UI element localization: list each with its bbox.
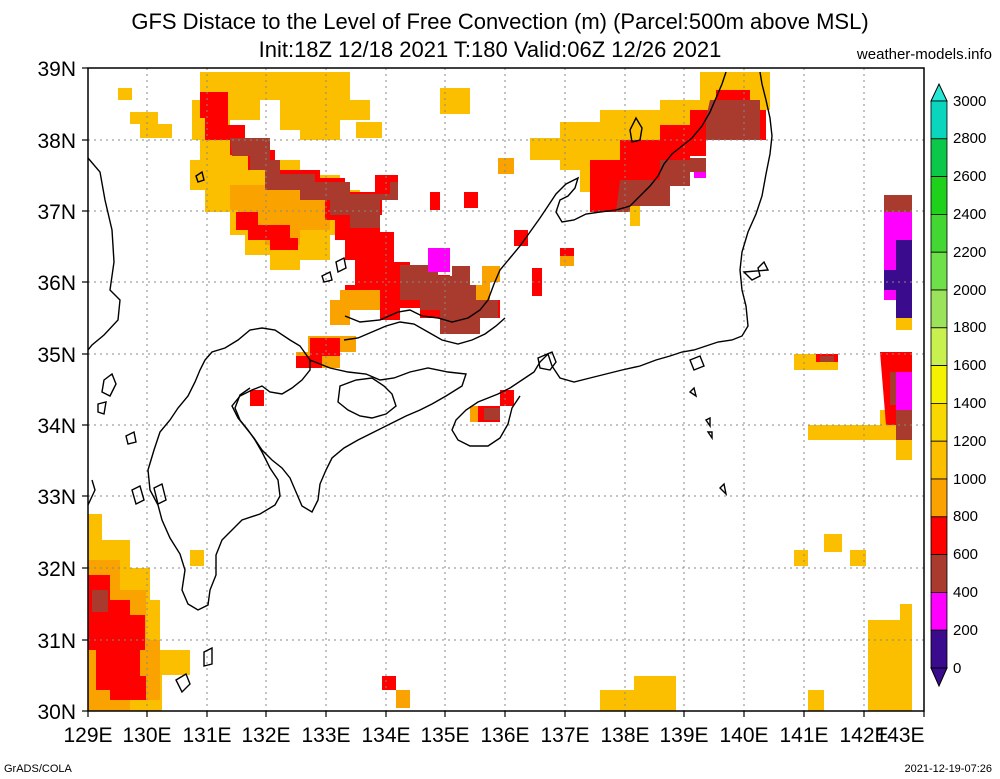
lon-tick-143e: 143E bbox=[875, 724, 924, 747]
colorbar-label-2600: 2600 bbox=[953, 168, 986, 185]
colorbar-swatch bbox=[930, 629, 948, 669]
site-credit: weather-models.info bbox=[856, 46, 992, 63]
colorbar-label-2800: 2800 bbox=[953, 130, 986, 147]
lon-tick-132e: 132E bbox=[241, 724, 290, 747]
map-subtitle: Init:18Z 12/18 2021 T:180 Valid:06Z 12/2… bbox=[258, 37, 722, 62]
colorbar-label-1000: 1000 bbox=[953, 471, 986, 488]
colorbar-swatch bbox=[930, 402, 948, 442]
lat-tick-31n: 31N bbox=[37, 630, 76, 653]
colorbar-swatch bbox=[930, 478, 948, 518]
colorbar-label-400: 400 bbox=[953, 584, 978, 601]
lon-tick-134e: 134E bbox=[361, 724, 410, 747]
lat-tick-35n: 35N bbox=[37, 344, 76, 367]
graticule bbox=[88, 68, 924, 711]
lfc-distance-field bbox=[88, 72, 912, 711]
lat-tick-39n: 39N bbox=[37, 58, 76, 81]
lat-tick-37n: 37N bbox=[37, 201, 76, 224]
colorbar-bottom-arrow bbox=[930, 667, 948, 688]
colorbar-label-1600: 1600 bbox=[953, 357, 986, 374]
lat-tick-32n: 32N bbox=[37, 558, 76, 581]
lon-tick-130e: 130E bbox=[122, 724, 171, 747]
lon-tick-129e: 129E bbox=[63, 724, 112, 747]
lon-tick-131e: 131E bbox=[182, 724, 231, 747]
lon-tick-139e: 139E bbox=[659, 724, 708, 747]
lat-tick-33n: 33N bbox=[37, 486, 76, 509]
lon-tick-133e: 133E bbox=[301, 724, 350, 747]
lon-tick-135e: 135E bbox=[420, 724, 469, 747]
colorbar-label-800: 800 bbox=[953, 508, 978, 525]
colorbar-label-1200: 1200 bbox=[953, 433, 986, 450]
lon-tick-137e: 137E bbox=[540, 724, 589, 747]
axis-ticks bbox=[82, 67, 925, 717]
colorbar-swatch bbox=[930, 440, 948, 480]
colorbar-top-arrow bbox=[930, 82, 948, 102]
colorbar-swatch bbox=[930, 327, 948, 366]
colorbar-swatch bbox=[930, 176, 948, 215]
colorbar-swatch bbox=[930, 213, 948, 253]
lon-tick-140e: 140E bbox=[719, 724, 768, 747]
lat-tick-38n: 38N bbox=[37, 130, 76, 153]
colorbar-label-200: 200 bbox=[953, 622, 978, 639]
lat-tick-30n: 30N bbox=[37, 701, 76, 724]
colorbar-swatch bbox=[930, 138, 948, 178]
colorbar: 3000 2800 2600 2400 2200 2000 1800 1600 … bbox=[930, 82, 986, 688]
lat-tick-36n: 36N bbox=[37, 272, 76, 295]
coastline bbox=[88, 71, 773, 694]
colorbar-label-3000: 3000 bbox=[953, 93, 986, 110]
colorbar-label-1400: 1400 bbox=[953, 395, 986, 412]
colorbar-swatch bbox=[930, 554, 948, 593]
colorbar-label-2400: 2400 bbox=[953, 206, 986, 223]
footer-timestamp: 2021-12-19-07:26 bbox=[904, 763, 992, 775]
footer-software: GrADS/COLA bbox=[4, 763, 72, 775]
colorbar-swatch bbox=[930, 365, 948, 404]
colorbar-label-0: 0 bbox=[953, 660, 961, 677]
colorbar-label-2200: 2200 bbox=[953, 244, 986, 261]
colorbar-swatch bbox=[930, 516, 948, 555]
colorbar-swatch bbox=[930, 289, 948, 329]
colorbar-swatch bbox=[930, 592, 948, 631]
lon-tick-141e: 141E bbox=[779, 724, 828, 747]
map-frame bbox=[87, 67, 925, 712]
lon-tick-142e: 142E bbox=[839, 724, 888, 747]
lat-tick-34n: 34N bbox=[37, 415, 76, 438]
lon-tick-136e: 136E bbox=[480, 724, 529, 747]
colorbar-label-2000: 2000 bbox=[953, 282, 986, 299]
colorbar-swatch bbox=[930, 251, 948, 291]
map-title: GFS Distace to the Level of Free Convect… bbox=[131, 9, 869, 34]
colorbar-swatch bbox=[930, 100, 948, 140]
colorbar-label-1800: 1800 bbox=[953, 319, 986, 336]
colorbar-label-600: 600 bbox=[953, 546, 978, 563]
lon-tick-138e: 138E bbox=[600, 724, 649, 747]
